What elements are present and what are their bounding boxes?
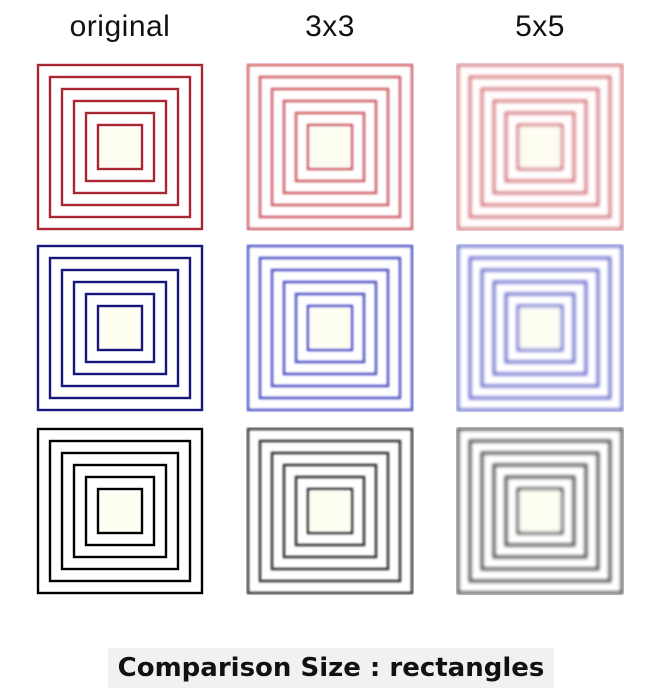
concentric-squares-red-original (36, 63, 204, 231)
tile-red-k5 (456, 63, 624, 231)
square-outline (468, 75, 612, 219)
square-outline (492, 99, 588, 195)
square-outline (492, 280, 588, 376)
tile-blue-original (36, 244, 204, 412)
column-header-5x5: 5x5 (515, 10, 565, 43)
square-outline (258, 75, 402, 219)
square-outline (72, 280, 168, 376)
concentric-squares-blue-original (36, 244, 204, 412)
tile-black-original (36, 427, 204, 595)
concentric-squares-blue-k5 (456, 244, 624, 412)
square-outline (96, 304, 144, 352)
square-outline (60, 268, 180, 388)
square-outline (468, 439, 612, 583)
square-outline (480, 451, 600, 571)
square-outline (36, 427, 204, 595)
square-outline (306, 304, 354, 352)
square-outline (504, 111, 576, 183)
center-fill (310, 491, 350, 531)
square-outline (270, 268, 390, 388)
square-outline (270, 451, 390, 571)
square-outline (492, 463, 588, 559)
square-outline (72, 463, 168, 559)
tile-black-k3 (246, 427, 414, 595)
square-outline (270, 87, 390, 207)
center-fill (100, 491, 140, 531)
square-outline (294, 111, 366, 183)
square-outline (504, 292, 576, 364)
square-outline (456, 427, 624, 595)
tile-blue-k5 (456, 244, 624, 412)
tile-blue-k3 (246, 244, 414, 412)
tile-black-k5 (456, 427, 624, 595)
square-outline (294, 292, 366, 364)
center-fill (520, 308, 560, 348)
column-header-original: original (69, 10, 171, 43)
center-fill (100, 308, 140, 348)
square-outline (456, 63, 624, 231)
tile-red-k3 (246, 63, 414, 231)
square-outline (282, 99, 378, 195)
concentric-squares-black-k3 (246, 427, 414, 595)
square-outline (60, 87, 180, 207)
square-outline (306, 487, 354, 535)
square-outline (282, 463, 378, 559)
square-outline (516, 487, 564, 535)
concentric-squares-black-k5 (456, 427, 624, 595)
center-fill (310, 308, 350, 348)
center-fill (310, 127, 350, 167)
square-outline (516, 304, 564, 352)
concentric-squares-blue-k3 (246, 244, 414, 412)
square-outline (96, 123, 144, 171)
square-outline (258, 439, 402, 583)
square-outline (468, 256, 612, 400)
column-header-3x3: 3x3 (305, 10, 355, 43)
square-outline (504, 475, 576, 547)
concentric-squares-red-k3 (246, 63, 414, 231)
square-outline (282, 280, 378, 376)
square-outline (36, 63, 204, 231)
square-outline (48, 75, 192, 219)
concentric-squares-black-original (36, 427, 204, 595)
square-outline (246, 244, 414, 412)
square-outline (246, 427, 414, 595)
square-outline (306, 123, 354, 171)
square-outline (516, 123, 564, 171)
square-outline (96, 487, 144, 535)
square-outline (36, 244, 204, 412)
square-outline (246, 63, 414, 231)
square-outline (456, 244, 624, 412)
square-outline (480, 268, 600, 388)
square-outline (480, 87, 600, 207)
square-outline (84, 292, 156, 364)
square-outline (48, 256, 192, 400)
square-outline (48, 439, 192, 583)
square-outline (294, 475, 366, 547)
center-fill (520, 491, 560, 531)
tile-red-original (36, 63, 204, 231)
square-outline (84, 475, 156, 547)
square-outline (60, 451, 180, 571)
square-outline (84, 111, 156, 183)
square-outline (72, 99, 168, 195)
center-fill (100, 127, 140, 167)
square-outline (258, 256, 402, 400)
concentric-squares-red-k5 (456, 63, 624, 231)
center-fill (520, 127, 560, 167)
figure-caption: Comparison Size : rectangles (108, 648, 554, 688)
